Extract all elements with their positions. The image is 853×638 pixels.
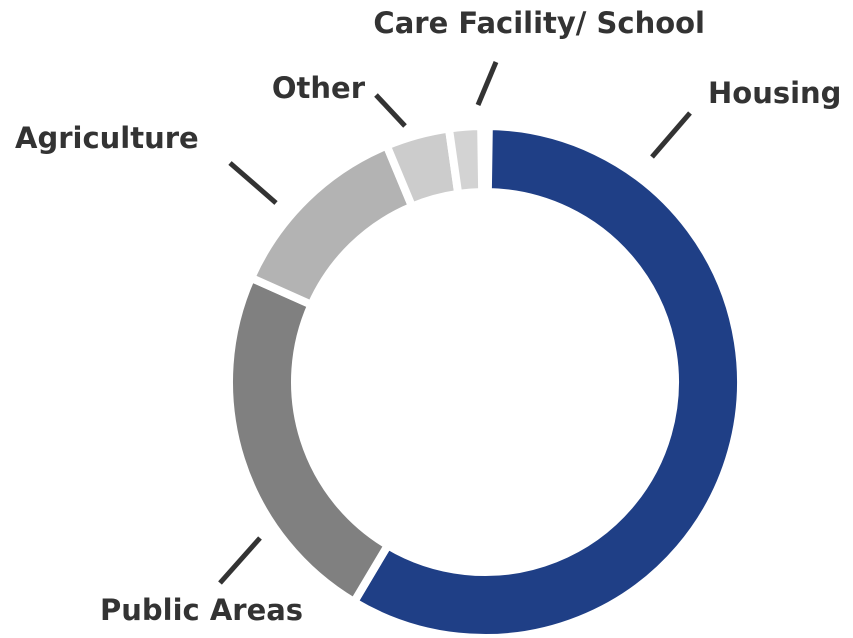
leader-line: [650, 111, 692, 159]
segment-label: Agriculture: [15, 121, 199, 155]
leader-line: [218, 536, 262, 585]
leader-line: [374, 93, 407, 128]
donut-segment: [348, 121, 745, 638]
segment-label: Other: [272, 71, 366, 105]
segment-label: Housing: [708, 76, 841, 110]
leader-line: [228, 161, 278, 205]
donut-segment: [225, 272, 394, 608]
donut-segment: [245, 140, 418, 311]
leader-line: [475, 61, 499, 106]
donut-segment: [444, 121, 487, 199]
segment-label: Care Facility/ School: [373, 6, 705, 40]
segment-label: Public Areas: [100, 593, 303, 627]
